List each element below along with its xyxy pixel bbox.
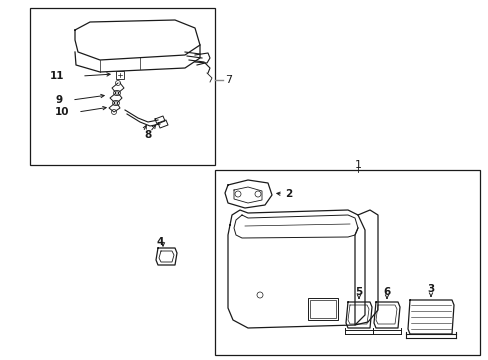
Text: 6: 6 <box>383 287 390 297</box>
Bar <box>307 298 337 320</box>
Text: 9: 9 <box>55 95 62 105</box>
Text: 1: 1 <box>354 160 361 170</box>
Text: 3: 3 <box>427 284 434 294</box>
Bar <box>309 300 335 318</box>
Text: 2: 2 <box>285 189 292 199</box>
Text: 8: 8 <box>144 130 151 140</box>
Text: 5: 5 <box>355 287 362 297</box>
Text: 4: 4 <box>156 237 163 247</box>
Bar <box>30 8 215 165</box>
Bar <box>116 71 124 79</box>
Text: 11: 11 <box>50 71 64 81</box>
Bar <box>215 170 479 355</box>
Text: 7: 7 <box>224 75 232 85</box>
Text: 10: 10 <box>55 107 69 117</box>
